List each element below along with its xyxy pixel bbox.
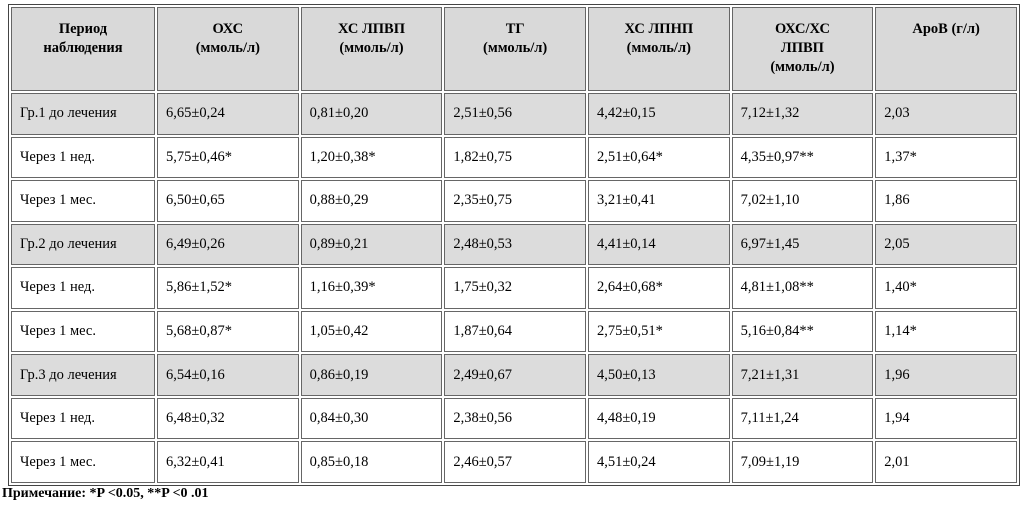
- table-cell: 4,81±1,08**: [731, 267, 874, 309]
- table-cell: 2,38±0,56: [444, 397, 586, 440]
- table-cell: 5,16±0,84**: [731, 310, 874, 353]
- table-cell: 4,35±0,97**: [731, 136, 874, 179]
- table-cell: Гр.3 до лечения: [11, 354, 155, 396]
- table-cell: 0,84±0,30: [300, 397, 443, 440]
- column-header: ОХС (ммоль/л): [157, 7, 299, 91]
- data-table: Период наблюдения ОХС (ммоль/л) ХС ЛПВП (м…: [8, 4, 1020, 486]
- table-cell: 6,54±0,16: [157, 354, 299, 396]
- table-cell: 1,75±0,32: [444, 267, 586, 309]
- table-cell: 3,21±0,41: [587, 180, 730, 222]
- table-row: Через 1 мес. 6,50±0,65 0,88±0,29 2,35±0,75 3…: [11, 180, 1017, 222]
- table-cell: 7,02±1,10: [731, 180, 874, 222]
- table-cell: 1,20±0,38*: [300, 136, 443, 179]
- table-cell: 2,03: [875, 93, 1017, 135]
- table-cell: 1,82±0,75: [444, 136, 586, 179]
- column-header: ОХС/ХС ЛПВП (ммоль/л): [731, 7, 874, 91]
- table-row: Через 1 нед. 5,75±0,46* 1,20±0,38* 1,82±0,7…: [11, 136, 1017, 179]
- column-header: ХС ЛПВП (ммоль/л): [300, 7, 443, 91]
- table-cell: 4,48±0,19: [587, 397, 730, 440]
- column-header: Период наблюдения: [11, 7, 155, 91]
- table-cell: 1,14*: [875, 310, 1017, 353]
- table-cell: 5,68±0,87*: [157, 310, 299, 353]
- table-cell: 6,65±0,24: [157, 93, 299, 135]
- table-cell: 1,96: [875, 354, 1017, 396]
- table-cell: 2,48±0,53: [444, 223, 586, 266]
- table-cell: 6,97±1,45: [731, 223, 874, 266]
- column-header: ХС ЛПНП (ммоль/л): [587, 7, 730, 91]
- column-header: АроВ (г/л): [875, 7, 1017, 91]
- table-cell: 4,50±0,13: [587, 354, 730, 396]
- table-cell: 4,42±0,15: [587, 93, 730, 135]
- table-cell: Через 1 мес.: [11, 310, 155, 353]
- table-row: Гр.2 до лечения 6,49±0,26 0,89±0,21 2,48±0,…: [11, 223, 1017, 266]
- table-cell: 5,75±0,46*: [157, 136, 299, 179]
- table-cell: Гр.1 до лечения: [11, 93, 155, 135]
- table-cell: Через 1 нед.: [11, 267, 155, 309]
- table-cell: 2,51±0,64*: [587, 136, 730, 179]
- table-row: Через 1 нед. 6,48±0,32 0,84±0,30 2,38±0,56 4…: [11, 397, 1017, 440]
- column-header: ТГ (ммоль/л): [444, 7, 586, 91]
- table-row: Через 1 нед. 5,86±1,52* 1,16±0,39* 1,75±0,3…: [11, 267, 1017, 309]
- table-cell: 1,94: [875, 397, 1017, 440]
- table-cell: Гр.2 до лечения: [11, 223, 155, 266]
- table-cell: 0,89±0,21: [300, 223, 443, 266]
- table-cell: 0,86±0,19: [300, 354, 443, 396]
- table-cell: 2,64±0,68*: [587, 267, 730, 309]
- table-cell: Через 1 мес.: [11, 180, 155, 222]
- footnote: Примечание: *P <0.05, **P <0 .01: [2, 486, 209, 501]
- table-row: Гр.1 до лечения 6,65±0,24 0,81±0,20 2,51±0,…: [11, 93, 1017, 135]
- table-cell: 0,88±0,29: [300, 180, 443, 222]
- table-cell: 1,40*: [875, 267, 1017, 309]
- table-cell: 7,09±1,19: [731, 441, 874, 483]
- table-row: Гр.3 до лечения 6,54±0,16 0,86±0,19 2,49±0,…: [11, 354, 1017, 396]
- table-cell: 5,86±1,52*: [157, 267, 299, 309]
- table-cell: 4,51±0,24: [587, 441, 730, 483]
- table-cell: 2,05: [875, 223, 1017, 266]
- table-cell: 1,16±0,39*: [300, 267, 443, 309]
- table-cell: 6,50±0,65: [157, 180, 299, 222]
- table-cell: 1,05±0,42: [300, 310, 443, 353]
- table-cell: 1,37*: [875, 136, 1017, 179]
- table-cell: Через 1 мес.: [11, 441, 155, 483]
- table-cell: 7,11±1,24: [731, 397, 874, 440]
- table-cell: 2,46±0,57: [444, 441, 586, 483]
- table-cell: 7,21±1,31: [731, 354, 874, 396]
- table-cell: 6,49±0,26: [157, 223, 299, 266]
- table-cell: 0,81±0,20: [300, 93, 443, 135]
- table-cell: 2,75±0,51*: [587, 310, 730, 353]
- table-cell: 6,48±0,32: [157, 397, 299, 440]
- table-cell: 2,51±0,56: [444, 93, 586, 135]
- table-row: Через 1 мес. 6,32±0,41 0,85±0,18 2,46±0,57 4…: [11, 441, 1017, 483]
- table-cell: 2,35±0,75: [444, 180, 586, 222]
- table-cell: 6,32±0,41: [157, 441, 299, 483]
- table-cell: 1,87±0,64: [444, 310, 586, 353]
- table-row: Через 1 мес. 5,68±0,87* 1,05±0,42 1,87±0,64…: [11, 310, 1017, 353]
- table-cell: 0,85±0,18: [300, 441, 443, 483]
- table-cell: Через 1 нед.: [11, 397, 155, 440]
- table-cell: 1,86: [875, 180, 1017, 222]
- table-cell: 2,49±0,67: [444, 354, 586, 396]
- header-row: Период наблюдения ОХС (ммоль/л) ХС ЛПВП (м…: [11, 7, 1017, 91]
- table-cell: 2,01: [875, 441, 1017, 483]
- table-body: Гр.1 до лечения 6,65±0,24 0,81±0,20 2,51±0,…: [11, 93, 1017, 483]
- table-cell: 7,12±1,32: [731, 93, 874, 135]
- table-cell: Через 1 нед.: [11, 136, 155, 179]
- table-cell: 4,41±0,14: [587, 223, 730, 266]
